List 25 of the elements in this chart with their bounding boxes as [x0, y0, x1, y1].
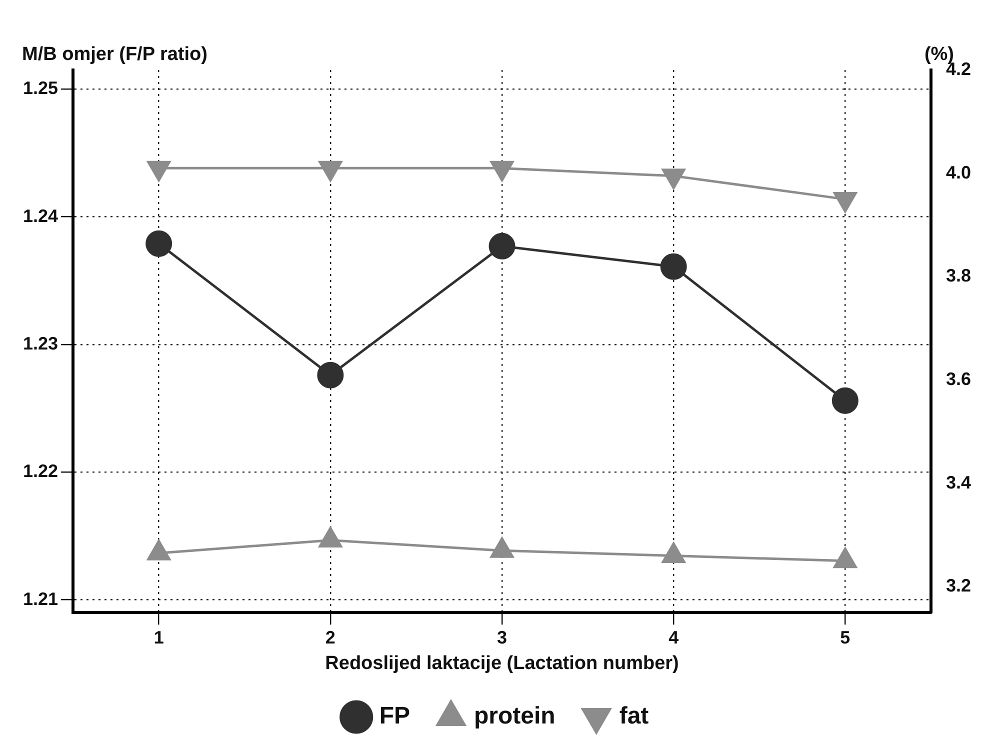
y2-tick-label: 3.2 — [946, 576, 972, 596]
y2-tick-label: 3.4 — [946, 472, 972, 492]
point — [660, 253, 687, 280]
y2-tick-label: 4.0 — [946, 162, 972, 182]
legend-label: fat — [619, 702, 649, 730]
y-axis-title: M/B omjer (F/P ratio) — [22, 44, 208, 66]
legend-label: protein — [474, 702, 556, 730]
y2-tick-label: 3.6 — [946, 369, 972, 390]
x-tick-label: 3 — [497, 627, 508, 648]
x-tick-label: 5 — [840, 627, 850, 648]
x-tick-label: 2 — [325, 627, 336, 648]
y2-tick-label: 3.8 — [946, 266, 972, 286]
point — [832, 387, 858, 414]
legend-label: FP — [379, 702, 410, 730]
x-tick-label: 1 — [154, 627, 164, 648]
y-tick-label: 1.21 — [22, 588, 58, 609]
x-tick-label: 4 — [668, 627, 679, 648]
y-tick-label: 1.25 — [22, 78, 58, 98]
point — [146, 230, 172, 257]
y-tick-label: 1.24 — [22, 206, 58, 226]
x-axis-title: Redoslijed laktacije (Lactation number) — [325, 652, 679, 674]
y-tick-label: 1.23 — [22, 333, 58, 354]
point — [317, 362, 344, 388]
point — [488, 232, 516, 260]
y-tick-label: 1.22 — [22, 461, 58, 482]
